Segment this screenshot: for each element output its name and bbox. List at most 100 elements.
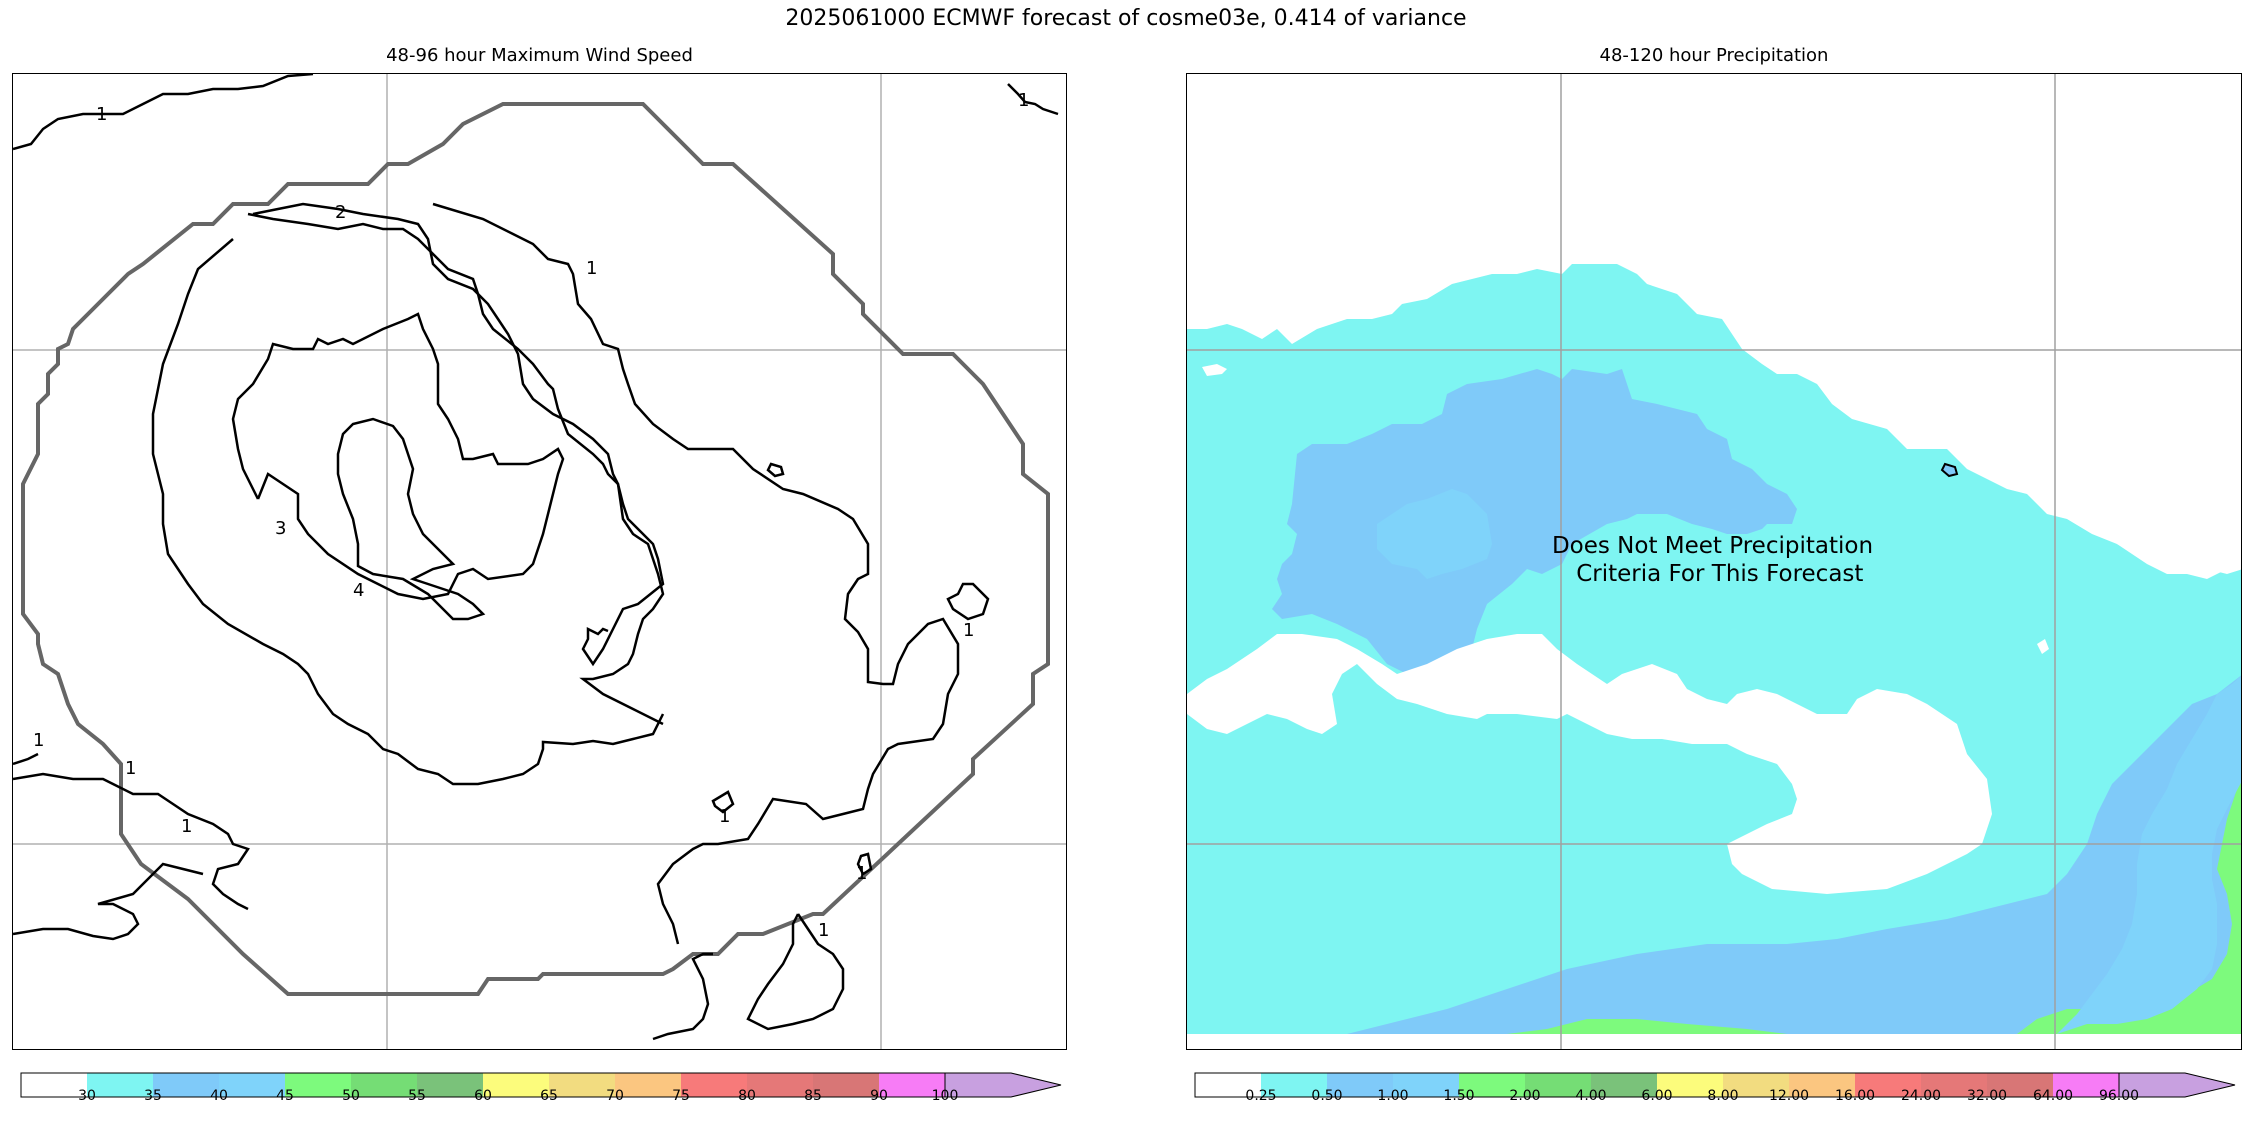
precip-colorbar-tick: 96.00 <box>2098 1088 2140 1104</box>
contour-1-small2 <box>856 852 873 876</box>
contour-1-top <box>13 74 314 151</box>
wind-contour-label: 1 <box>586 258 597 279</box>
precip-colorbar-tick: 8.00 <box>1707 1088 1739 1104</box>
wind-colorbar-tick: 40 <box>210 1088 228 1104</box>
precip-panel-title: 48-120 hour Precipitation <box>1599 45 1829 66</box>
wind-contour-labels: 1 1 2 1 3 4 1 1 1 1 1 1 1 <box>33 90 1029 941</box>
wind-colorbar-tick: 60 <box>474 1088 492 1104</box>
wind-contour-label: 1 <box>96 104 107 125</box>
precip-colorbar-tick: 4.00 <box>1575 1088 1607 1104</box>
precip-colorbar-tick: 1.00 <box>1377 1088 1409 1104</box>
wind-contours <box>13 74 1059 1041</box>
wind-colorbar-swatch <box>681 1073 747 1097</box>
precip-gap-island2 <box>1202 364 1227 376</box>
wind-colorbar-swatch <box>483 1073 549 1097</box>
wind-contour-label: 1 <box>1018 90 1029 111</box>
wind-gridlines <box>13 74 1066 1049</box>
wind-colorbar-swatch <box>615 1073 681 1097</box>
wind-colorbar <box>20 1072 1062 1102</box>
precip-colorbar-tick: 32.00 <box>1966 1088 2008 1104</box>
contour-1-small3 <box>711 790 735 814</box>
wind-colorbar-tick: 90 <box>870 1088 888 1104</box>
precip-colorbar-swatch <box>1855 1073 1921 1097</box>
wind-panel-title: 48-96 hour Maximum Wind Speed <box>386 45 693 66</box>
wind-colorbar-swatch <box>549 1073 615 1097</box>
wind-colorbar-swatch <box>813 1073 879 1097</box>
wind-map-panel: 1 1 2 1 3 4 1 1 1 1 1 1 1 <box>12 73 1067 1050</box>
precip-gap-east <box>1647 239 2241 579</box>
precip-colorbar-swatch <box>1525 1073 1591 1097</box>
wind-contour-label: 1 <box>719 806 730 827</box>
contour-1-main <box>432 202 960 945</box>
precip-colorbar-tick: 0.50 <box>1311 1088 1343 1104</box>
contour-2 <box>252 202 665 726</box>
precip-colorbar-tick: 1.50 <box>1443 1088 1475 1104</box>
wind-colorbar-tick: 55 <box>408 1088 426 1104</box>
precip-colorbar-svg <box>1194 1072 2236 1098</box>
precip-colorbar-swatch <box>2053 1073 2119 1097</box>
precip-gap-island1 <box>2027 454 2087 494</box>
contour-1-bottomleft2 <box>13 862 204 941</box>
precip-colorbar-swatch <box>1723 1073 1789 1097</box>
precip-colorbar-swatch <box>1327 1073 1393 1097</box>
precip-gap-island3 <box>2037 639 2049 654</box>
precip-fill-lowerblue <box>1347 675 2241 1034</box>
contour-1-right <box>946 582 990 621</box>
contour-1-innerleft <box>151 238 665 786</box>
wind-colorbar-swatch <box>87 1073 153 1097</box>
precip-gridlines <box>1187 74 2241 1049</box>
domain-boundary <box>21 102 1050 996</box>
wind-contour-label: 1 <box>818 920 829 941</box>
precip-colorbar-swatch <box>1789 1073 1855 1097</box>
wind-colorbar-svg <box>20 1072 1062 1098</box>
wind-colorbar-swatch <box>21 1073 87 1097</box>
contour-1-bottomright <box>746 913 845 1031</box>
precip-map-svg <box>1187 74 2241 1049</box>
contour-1-bottomleft <box>13 772 250 911</box>
wind-colorbar-tick: 45 <box>276 1088 294 1104</box>
wind-contour-label: 4 <box>353 580 364 601</box>
wind-colorbar-tick: 75 <box>672 1088 690 1104</box>
precip-colorbar-swatch <box>1987 1073 2053 1097</box>
precip-colorbar-swatch <box>1459 1073 1525 1097</box>
precip-fill-cyan-inner <box>1377 489 1492 579</box>
precip-colorbar-swatch <box>1921 1073 1987 1097</box>
wind-colorbar-tick: 35 <box>144 1088 162 1104</box>
contour-1-small1 <box>766 462 785 478</box>
wind-colorbar-tick: 80 <box>738 1088 756 1104</box>
wind-colorbar-extend <box>944 1072 1062 1098</box>
wind-contour-label: 3 <box>275 518 286 539</box>
wind-contour-label: 1 <box>181 816 192 837</box>
precip-colorbar-tick: 6.00 <box>1641 1088 1673 1104</box>
wind-colorbar-tick: 30 <box>78 1088 96 1104</box>
wind-colorbar-swatch <box>219 1073 285 1097</box>
wind-colorbar-outline <box>20 1072 946 1098</box>
wind-colorbar-swatch <box>351 1073 417 1097</box>
contour-1-left <box>13 752 39 766</box>
precip-map-panel <box>1186 73 2242 1050</box>
contour-1-topright <box>1007 83 1059 116</box>
precip-fill-lightcyan <box>2057 675 2241 1034</box>
precip-gap-south <box>1187 634 1992 894</box>
contour-3b <box>231 312 565 601</box>
wind-contour-label: 1 <box>33 730 44 751</box>
precip-colorbar-tick: 64.00 <box>2032 1088 2074 1104</box>
wind-colorbar-swatch <box>417 1073 483 1097</box>
contour-4 <box>336 417 486 621</box>
precip-criteria-annotation: Does Not Meet Precipitation Criteria For… <box>1551 533 1874 587</box>
precip-colorbar-tick: 2.00 <box>1509 1088 1541 1104</box>
precip-colorbar-swatch <box>1591 1073 1657 1097</box>
contour-1-bottom <box>652 952 713 1041</box>
wind-map-svg: 1 1 2 1 3 4 1 1 1 1 1 1 1 <box>13 74 1066 1049</box>
wind-contour-label: 1 <box>856 863 867 884</box>
precip-colorbar-swatch <box>1195 1073 1261 1097</box>
wind-colorbar-swatch <box>285 1073 351 1097</box>
precip-colorbar-tick: 24.00 <box>1900 1088 1942 1104</box>
wind-colorbar-swatch <box>153 1073 219 1097</box>
figure-suptitle: 2025061000 ECMWF forecast of cosme03e, 0… <box>785 6 1467 31</box>
precip-colorbar-swatch <box>1393 1073 1459 1097</box>
precip-small-feature <box>1940 462 1959 478</box>
wind-colorbar-tick: 100 <box>931 1088 959 1104</box>
precip-colorbar-tick: 0.25 <box>1245 1088 1277 1104</box>
precip-colorbar-swatch <box>1657 1073 1723 1097</box>
